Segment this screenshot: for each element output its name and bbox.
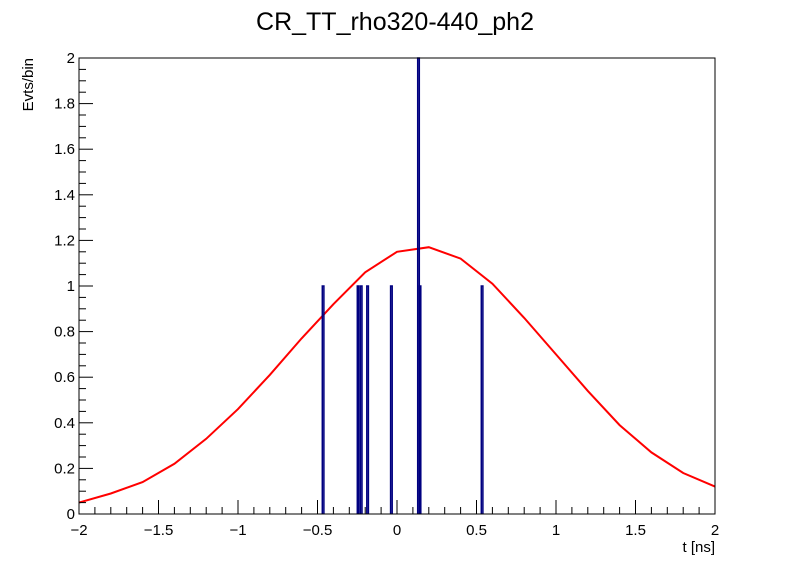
y-axis-tick-labels: 0 0.2 0.4 0.6 0.8 1 1.2 1.4 1.6 1.8 2 <box>54 50 75 523</box>
histogram-bar <box>359 285 363 514</box>
y-tick-label: 0 <box>67 506 75 523</box>
x-tick-label: 2 <box>711 522 719 539</box>
x-tick-label: 0.5 <box>466 522 487 539</box>
y-tick-label: 0.4 <box>54 415 75 432</box>
fit-layer <box>78 246 716 504</box>
y-axis-label: Evts/bin <box>20 58 37 111</box>
histogram-bar <box>321 285 325 514</box>
x-axis-label: t [ns] <box>682 539 715 556</box>
x-tick-label: −1 <box>229 522 246 539</box>
y-tick-label: 2 <box>67 50 75 67</box>
x-tick-label: −0.5 <box>303 522 333 539</box>
y-tick-label: 0.6 <box>54 369 75 386</box>
fit-curve <box>78 246 716 504</box>
histogram-bar <box>356 285 360 514</box>
histogram-bar <box>389 285 393 514</box>
y-tick-label: 1.2 <box>54 232 75 249</box>
x-tick-label: −2 <box>70 522 87 539</box>
histogram-bar <box>418 285 422 514</box>
x-tick-label: 1 <box>552 522 560 539</box>
y-tick-label: 1.4 <box>54 187 75 204</box>
histogram-bar <box>480 285 484 514</box>
y-tick-label: 0.2 <box>54 460 75 477</box>
y-tick-label: 0.8 <box>54 324 75 341</box>
y-tick-label: 1.6 <box>54 141 75 158</box>
x-tick-label: −1.5 <box>144 522 174 539</box>
x-tick-label: 0 <box>393 522 401 539</box>
y-tick-label: 1 <box>67 278 75 295</box>
chart-title: CR_TT_rho320-440_ph2 <box>256 8 534 36</box>
y-tick-label: 1.8 <box>54 96 75 113</box>
y-axis-ticks <box>79 57 93 515</box>
x-axis-tick-labels: −2 −1.5 −1 −0.5 0 0.5 1 1.5 2 <box>70 522 719 539</box>
x-tick-label: 1.5 <box>625 522 646 539</box>
histogram-bar <box>366 285 370 514</box>
